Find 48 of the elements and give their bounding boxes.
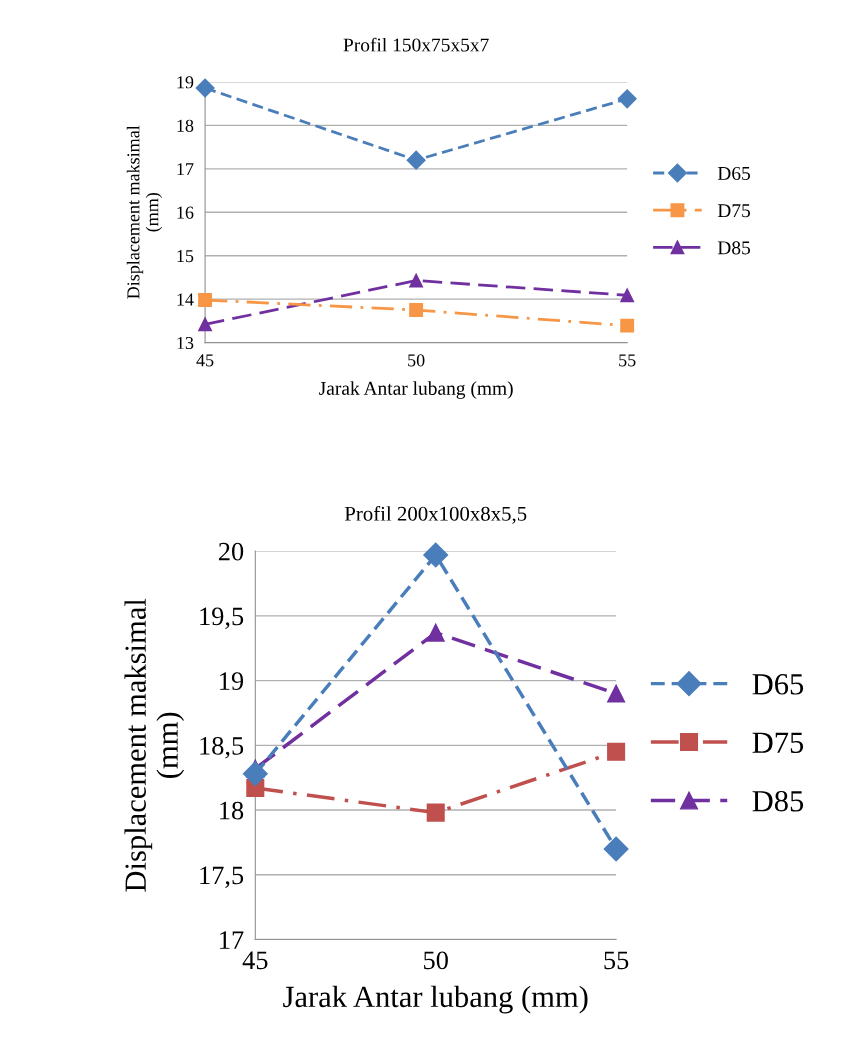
y-tick-label: 17 xyxy=(177,163,194,176)
point xyxy=(423,542,449,568)
point xyxy=(607,742,626,761)
y-tick-label: 20 xyxy=(218,542,244,561)
x-tick-label: 50 xyxy=(408,354,425,367)
y-tick-label: 19 xyxy=(220,672,244,691)
y-axis-title: Displacement maksimal (mm) xyxy=(124,598,185,892)
legend-label: D85 xyxy=(717,241,751,255)
y-tick-label: 13 xyxy=(177,336,194,350)
point xyxy=(409,273,424,288)
point xyxy=(607,684,626,703)
x-axis-title: Jarak Antar lubang (mm) xyxy=(319,381,513,399)
y-tick-label: 19 xyxy=(177,76,194,89)
x-tick-label: 45 xyxy=(196,354,214,367)
y-tick-label: 18 xyxy=(177,119,194,132)
x-tick-label: 50 xyxy=(424,951,448,970)
legend-label: D75 xyxy=(717,204,751,218)
y-tick-label: 18 xyxy=(220,801,244,820)
x-tick-label: 55 xyxy=(619,354,636,367)
chart-title: Profil 200x100x8x5,5 xyxy=(344,505,527,524)
y-tick-label: 17,5 xyxy=(200,866,244,888)
y-tick-label: 17 xyxy=(220,931,244,949)
x-axis-title: Jarak Antar lubang (mm) xyxy=(283,985,588,1014)
y-axis-title: Displacement maksimal (mm) xyxy=(126,125,163,299)
point xyxy=(198,293,213,307)
legend-label: D65 xyxy=(717,166,751,180)
legend-label: D75 xyxy=(752,732,804,754)
y-tick-label: 14 xyxy=(177,293,194,306)
point xyxy=(242,761,268,787)
legend-label: D65 xyxy=(752,674,804,695)
legend-label: D85 xyxy=(752,790,804,812)
point xyxy=(426,803,445,822)
x-tick-label: 55 xyxy=(604,951,629,970)
point xyxy=(620,288,635,303)
point xyxy=(409,303,424,317)
point xyxy=(603,836,629,862)
y-tick-label: 16 xyxy=(177,206,194,219)
y-tick-label: 19,5 xyxy=(200,607,244,630)
point xyxy=(620,318,635,333)
x-tick-label: 45 xyxy=(242,951,268,970)
point xyxy=(195,78,215,98)
point xyxy=(406,150,426,170)
point xyxy=(198,317,213,332)
chart-title: Profil 150x75x5x7 xyxy=(343,37,489,52)
point xyxy=(426,623,445,642)
y-tick-label: 18,5 xyxy=(200,736,244,759)
point xyxy=(617,89,637,109)
y-tick-label: 15 xyxy=(177,250,194,263)
